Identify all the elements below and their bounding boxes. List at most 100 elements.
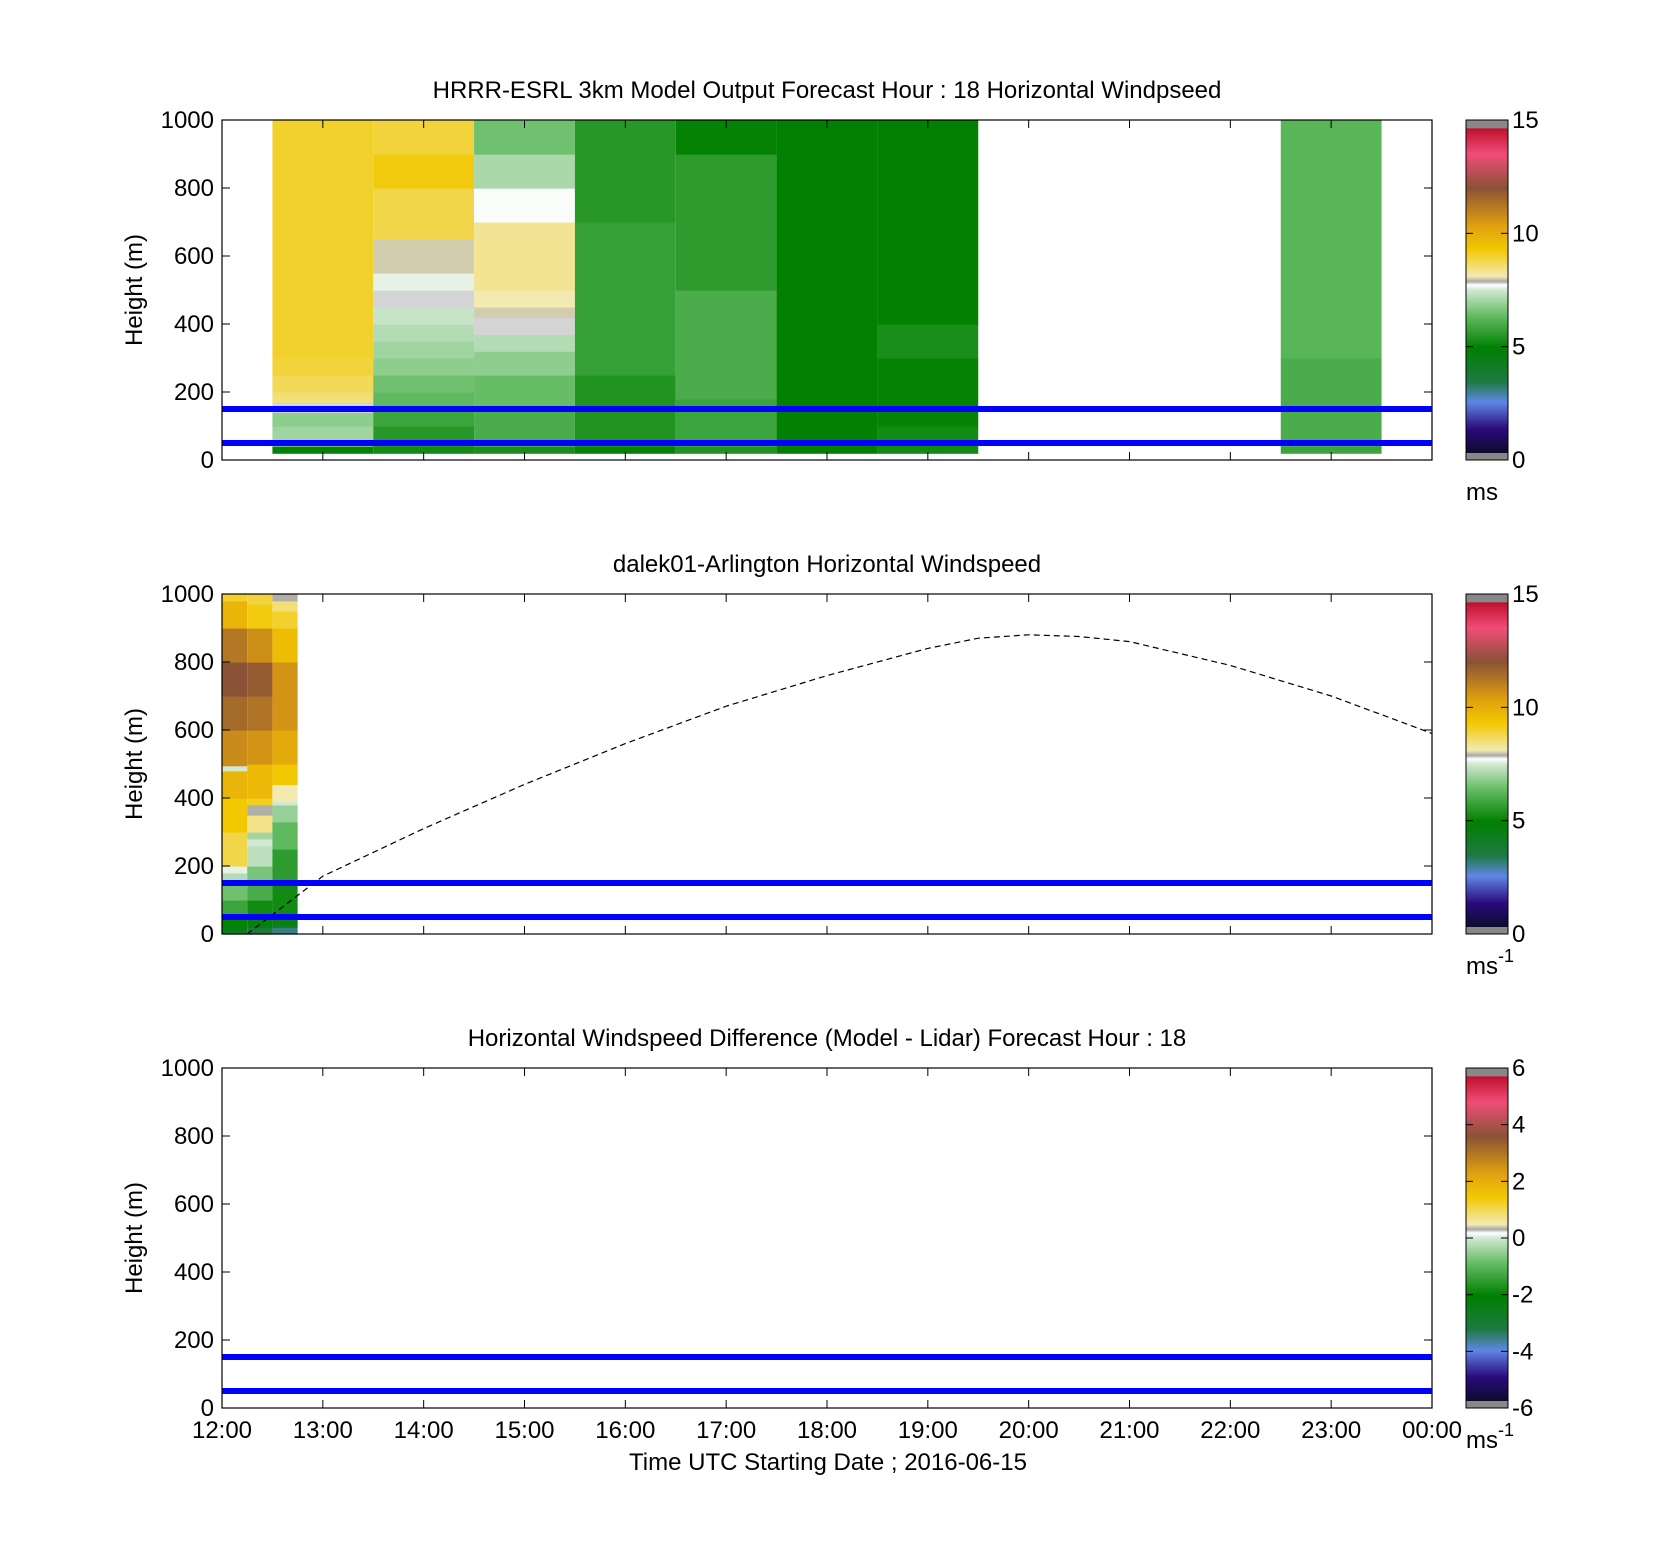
heatmap-cell — [222, 883, 248, 901]
x-tick-label: 20:00 — [999, 1417, 1059, 1444]
heatmap-cell — [272, 611, 298, 629]
colorbar-unit-base: ms — [1466, 1427, 1498, 1454]
panel-title: Horizontal Windspeed Difference (Model -… — [468, 1025, 1187, 1052]
heatmap-cell — [877, 426, 979, 454]
colorbar-tick-label: 6 — [1512, 1055, 1525, 1082]
heatmap-cell — [247, 804, 273, 816]
heatmap-cell — [272, 764, 298, 785]
panel-lidar-windspeed: 0 200 400 600 800 1000 dalek01-Arlington Horiz… — [121, 551, 1539, 980]
heatmap-cell — [373, 341, 475, 359]
y-axis-label: Height (m) — [121, 234, 148, 346]
heatmap-cell — [272, 600, 298, 612]
heatmap-cell — [247, 662, 273, 697]
plot-area — [222, 594, 1432, 934]
heatmap-cell — [776, 120, 878, 454]
heatmap-cell — [373, 307, 475, 325]
heatmap-cell — [272, 849, 298, 884]
x-tick-label: 19:00 — [898, 1417, 958, 1444]
colorbar-unit-base: ms — [1466, 479, 1498, 506]
heatmap-cell — [222, 770, 248, 799]
heatmap-cell — [222, 662, 248, 697]
heatmap-cell — [247, 832, 273, 840]
colorbar-unit-superscript: -1 — [1498, 1420, 1514, 1440]
heatmap-cell — [272, 446, 374, 454]
y-tick-label: 400 — [174, 311, 214, 338]
heatmap-cell — [222, 900, 248, 918]
x-tick-label: 22:00 — [1200, 1417, 1260, 1444]
heatmap-cell — [272, 662, 298, 731]
heatmap-cell — [272, 426, 374, 441]
y-axis-label: Height (m) — [121, 1182, 148, 1294]
y-tick-label: 400 — [174, 1259, 214, 1286]
x-tick-label: 00:00 — [1402, 1417, 1462, 1444]
heatmap-cell — [247, 764, 273, 799]
plot-area — [222, 1068, 1432, 1408]
colorbar-tick-label: -6 — [1512, 1395, 1533, 1422]
heatmap-cell — [272, 804, 298, 823]
colorbar-unit-base: ms — [1466, 953, 1498, 980]
heatmap-column — [1280, 120, 1382, 454]
heatmap-column — [776, 120, 878, 454]
y-tick-label: 1000 — [161, 1055, 214, 1082]
heatmap-cell — [474, 351, 575, 376]
colorbar-tick-label: -2 — [1512, 1282, 1533, 1309]
colorbar-unit: ms-1 — [1466, 946, 1514, 980]
y-tick-label: 0 — [201, 921, 214, 948]
colorbar-tick-label: 0 — [1512, 1225, 1525, 1252]
heatmap-cell — [675, 446, 777, 454]
colorbar-tick-label: 5 — [1512, 808, 1525, 835]
x-tick-label: 23:00 — [1301, 1417, 1361, 1444]
x-tick-label: 21:00 — [1099, 1417, 1159, 1444]
heatmap-cell — [272, 784, 298, 802]
panel-windspeed-difference: 12:00 13:00 14:00 15:00 16:00 17:00 18:00 19:00… — [121, 1025, 1533, 1454]
colorbar-tick-label: 5 — [1512, 334, 1525, 361]
heatmap-cell — [373, 375, 475, 393]
colorbar-unit: ms — [1466, 479, 1498, 506]
heatmap-cell — [247, 604, 273, 629]
heatmap-cell — [222, 600, 248, 629]
heatmap-cell — [574, 446, 676, 454]
heatmap-cell — [373, 324, 475, 342]
colorbar-tick-label: 10 — [1512, 694, 1539, 721]
y-tick-label: 800 — [174, 175, 214, 202]
heatmap-cell — [474, 307, 575, 318]
heatmap-cell — [373, 290, 475, 308]
heatmap-cell — [474, 446, 575, 454]
heatmap-cell — [675, 154, 777, 291]
y-tick-label: 1000 — [161, 581, 214, 608]
colorbar-tick-label: 4 — [1512, 1112, 1525, 1139]
heatmap-cell — [272, 375, 374, 393]
heatmap-cell — [373, 409, 475, 427]
heatmap-column — [272, 120, 374, 454]
y-tick-label: 600 — [174, 1191, 214, 1218]
heatmap-cell — [877, 324, 979, 359]
heatmap-cell — [247, 798, 273, 806]
heatmap-cell — [373, 239, 475, 274]
heatmap-column — [474, 120, 575, 454]
heatmap-cell — [247, 730, 273, 765]
heatmap-cell — [373, 273, 475, 291]
x-tick-label: 18:00 — [797, 1417, 857, 1444]
heatmap-cell — [574, 222, 676, 376]
colorbar — [1465, 593, 1509, 935]
colorbar-tick-label: 0 — [1512, 921, 1525, 948]
heatmap-cell — [247, 696, 273, 731]
heatmap-column — [272, 594, 298, 935]
heatmap-cell — [222, 872, 248, 884]
heatmap-cell — [222, 798, 248, 833]
heatmap-column — [222, 594, 248, 935]
heatmap-cell — [877, 358, 979, 427]
colorbar — [1465, 119, 1509, 461]
heatmap-cell — [272, 883, 298, 915]
y-tick-label: 200 — [174, 853, 214, 880]
heatmap-cell — [222, 927, 248, 935]
colorbar-unit: ms-1 — [1466, 1420, 1514, 1454]
colorbar-unit-superscript: -1 — [1498, 946, 1514, 966]
heatmap-cell — [222, 866, 248, 874]
panel-model-windspeed: 0 200 400 600 800 1000 HRRR-ESRL 3km Model Out… — [121, 77, 1539, 506]
heatmap-cell — [247, 594, 273, 605]
heatmap-cell — [247, 927, 273, 935]
x-tick-label: 15:00 — [494, 1417, 554, 1444]
y-tick-label: 400 — [174, 785, 214, 812]
heatmap-cell — [272, 927, 298, 935]
